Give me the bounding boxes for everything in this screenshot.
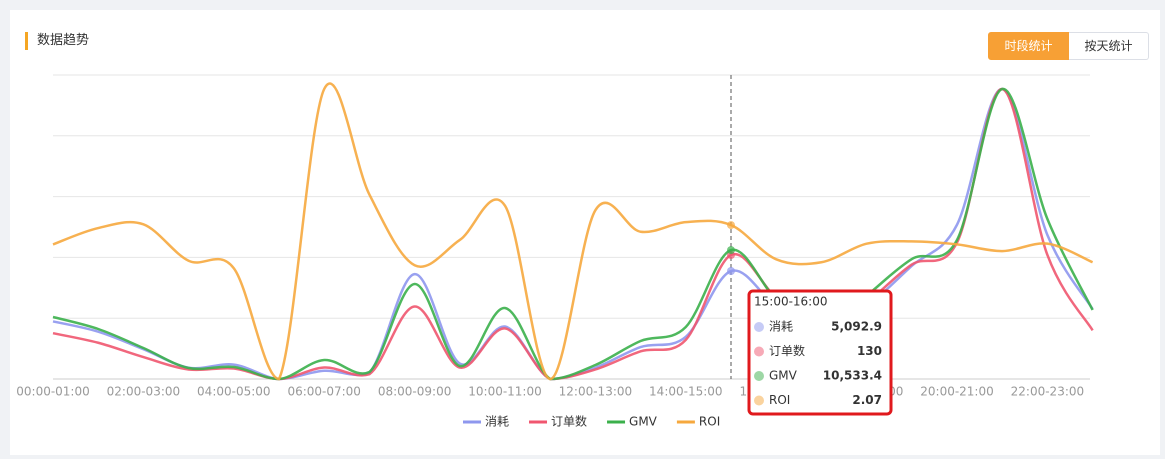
legend-label: GMV — [629, 415, 658, 429]
x-tick-label: 02:00-03:00 — [107, 385, 181, 399]
legend-label: ROI — [699, 415, 720, 429]
tooltip-name: GMV — [769, 369, 798, 383]
series-line — [52, 82, 1094, 381]
x-tick-label: 04:00-05:00 — [197, 385, 271, 399]
tooltip-dot — [754, 371, 764, 381]
tooltip-value: 130 — [857, 344, 882, 358]
x-tick-label: 10:00-11:00 — [468, 385, 542, 399]
tooltip-name: ROI — [769, 393, 790, 407]
x-tick-label: 20:00-21:00 — [920, 385, 994, 399]
hover-point — [727, 267, 735, 276]
tooltip-value: 2.07 — [852, 393, 882, 407]
tooltip-value: 10,533.4 — [823, 369, 882, 383]
x-tick-label: 12:00-13:00 — [559, 385, 633, 399]
tooltip-title: 15:00-16:00 — [754, 295, 828, 309]
section-title: 数据趋势 — [25, 32, 89, 50]
legend-label: 订单数 — [551, 414, 587, 429]
x-tick-label: 06:00-07:00 — [287, 385, 361, 399]
series-line — [52, 87, 1094, 381]
card: 数据趋势 时段统计 按天统计 — [10, 10, 1160, 455]
toggle: 时段统计 按天统计 — [988, 32, 1149, 60]
x-tick-label: 00:00-01:00 — [16, 385, 90, 399]
tooltip: 15:00-16:00 消耗 5,092.9 订单数 130 GMV 10,533.4 ROI… — [747, 289, 893, 416]
toggle-button[interactable]: 时段统计 — [988, 32, 1069, 60]
tooltip-value: 5,092.9 — [831, 320, 882, 334]
toggle-button[interactable]: 按天统计 — [1069, 32, 1149, 60]
tooltip-box — [747, 289, 893, 416]
tooltip-dot — [754, 322, 764, 332]
tooltip-name: 消耗 — [769, 320, 793, 334]
series-line — [52, 87, 1094, 381]
tooltip-name: 订单数 — [769, 343, 805, 358]
hover-point — [727, 221, 735, 230]
hover-point — [727, 246, 735, 255]
tooltip-dot — [754, 395, 764, 406]
series-line — [52, 87, 1094, 381]
x-tick-label: 14:00-15:00 — [649, 385, 723, 399]
x-tick-label: 08:00-09:00 — [378, 385, 452, 399]
x-tick-label: 22:00-23:00 — [1011, 385, 1085, 399]
legend-label: 消耗 — [485, 415, 509, 429]
tooltip-dot — [754, 346, 764, 357]
